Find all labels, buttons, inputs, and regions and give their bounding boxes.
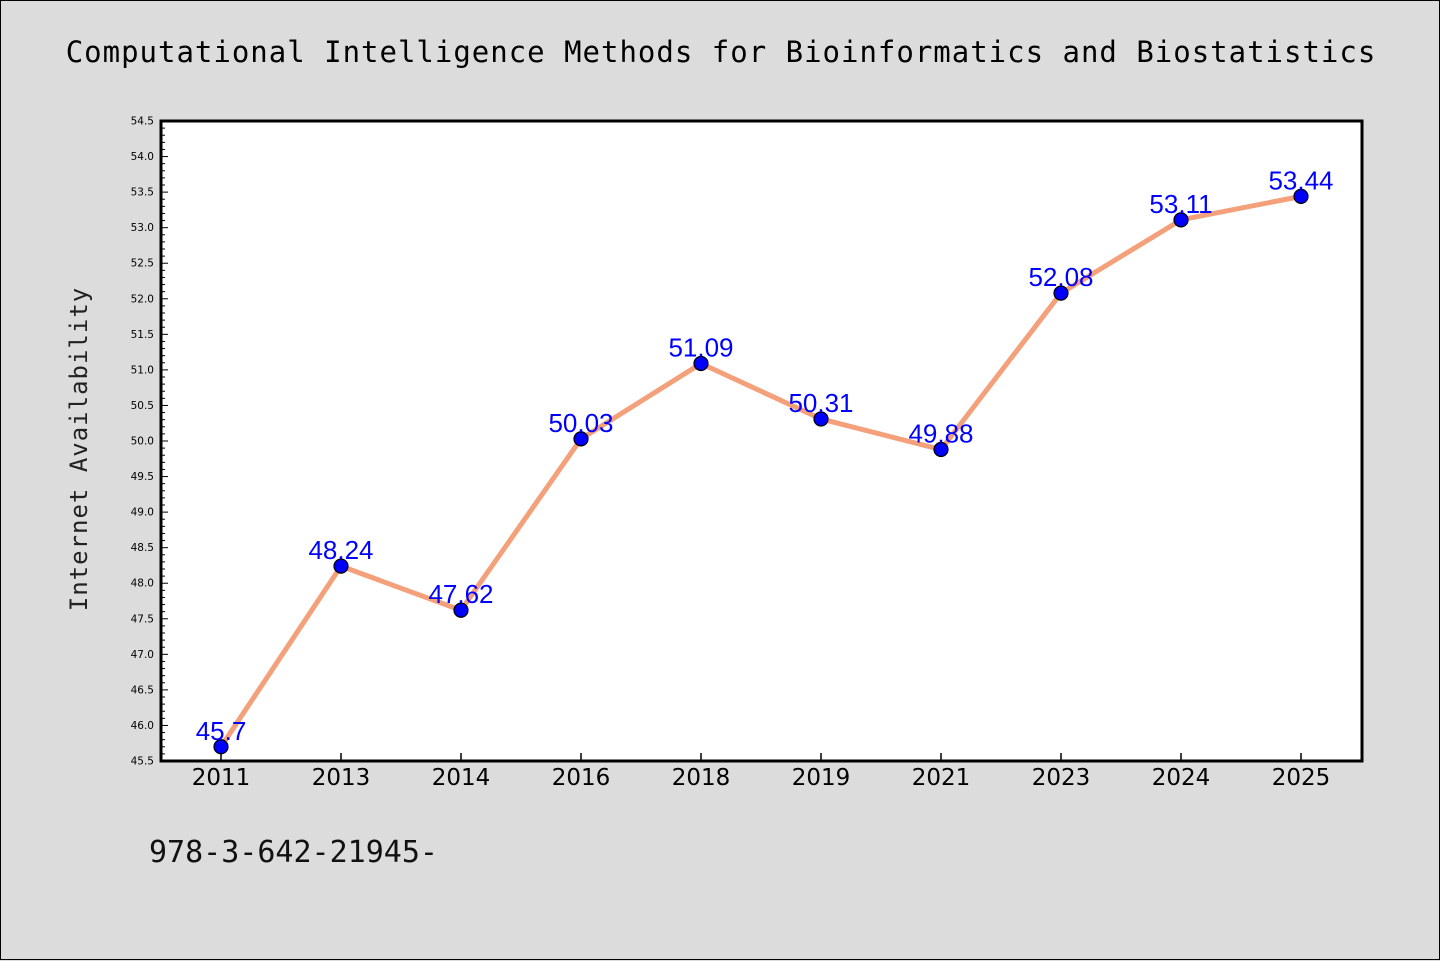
data-point <box>813 411 829 427</box>
x-tick-label: 2011 <box>192 765 251 791</box>
y-tick-label: 53.0 <box>131 222 154 234</box>
data-label: 51.09 <box>668 332 733 362</box>
data-point <box>573 431 589 447</box>
data-label: 47.62 <box>428 579 493 609</box>
y-tick-label: 48.5 <box>131 542 154 554</box>
data-label: 48.24 <box>308 535 373 565</box>
data-point <box>1173 212 1189 228</box>
data-label: 52.08 <box>1028 262 1093 292</box>
y-tick-label: 54.0 <box>131 151 154 163</box>
y-tick-label: 49.5 <box>131 471 154 483</box>
x-tick-label: 2013 <box>312 765 371 791</box>
y-tick-label: 45.5 <box>131 756 154 768</box>
data-point <box>1293 188 1309 204</box>
x-tick-label: 2021 <box>912 765 971 791</box>
data-point <box>933 441 949 458</box>
y-tick-label: 47.5 <box>131 613 154 625</box>
data-label: 53.44 <box>1268 165 1333 195</box>
x-tick-label: 2024 <box>1152 765 1211 791</box>
x-tick-label: 2014 <box>432 765 491 791</box>
y-tick-label: 49.0 <box>131 507 154 519</box>
y-tick-label: 46.0 <box>131 720 154 732</box>
data-label: 50.31 <box>788 388 853 418</box>
data-label: 50.03 <box>548 408 613 438</box>
data-label: 45.7 <box>196 716 247 746</box>
y-tick-label: 51.5 <box>131 329 154 341</box>
y-tick-label: 54.5 <box>131 116 154 128</box>
chart-title: Computational Intelligence Methods for B… <box>65 35 1377 69</box>
y-tick-label: 52.5 <box>131 258 154 270</box>
y-tick-label: 46.5 <box>131 684 154 696</box>
data-label: 49.88 <box>908 419 973 449</box>
y-tick-label: 53.5 <box>131 187 154 199</box>
x-tick-label: 2023 <box>1032 765 1091 791</box>
data-label: 53.11 <box>1149 189 1212 219</box>
x-tick-label: 2025 <box>1272 765 1331 791</box>
x-tick-label: 2019 <box>792 765 851 791</box>
x-tick-label: 2016 <box>552 765 611 791</box>
y-tick-label: 48.0 <box>131 578 154 590</box>
footer-text: 978-3-642-21945- <box>149 835 438 870</box>
data-point <box>1053 285 1069 301</box>
y-tick-label: 50.0 <box>131 436 154 448</box>
x-tick-label: 2018 <box>672 765 731 791</box>
data-point <box>213 739 229 755</box>
y-tick-label: 50.5 <box>131 400 154 412</box>
y-tick-label: 51.0 <box>131 364 154 376</box>
data-point <box>693 355 709 372</box>
series-line <box>218 193 1304 750</box>
y-tick-label: 52.0 <box>131 293 154 305</box>
plot-area <box>159 119 1364 763</box>
data-point <box>333 558 349 574</box>
y-tick-label: 47.0 <box>131 649 154 661</box>
data-point <box>453 602 469 618</box>
